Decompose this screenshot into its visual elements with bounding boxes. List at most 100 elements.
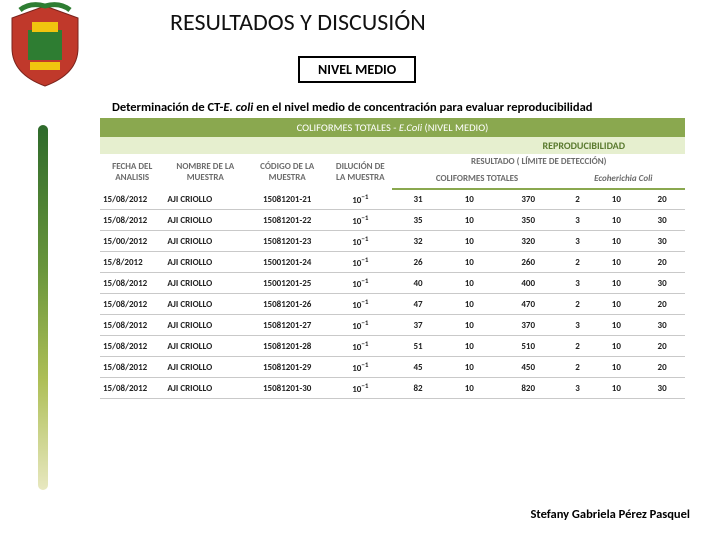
cell: 10−1 xyxy=(328,357,392,378)
cell: 45 xyxy=(392,357,443,378)
table-row: 15/08/2012AJI CRIOLLO15081201-2910−14510… xyxy=(100,357,685,378)
cell: 2 xyxy=(562,357,594,378)
cell: 31 xyxy=(392,189,443,210)
cell: 30 xyxy=(639,210,685,231)
cell: 370 xyxy=(495,189,562,210)
table-row: 15/08/2012AJI CRIOLLO15081201-2810−15110… xyxy=(100,336,685,357)
cell: 10 xyxy=(593,315,639,336)
cell: 15081201-29 xyxy=(246,357,328,378)
cell: 26 xyxy=(392,252,443,273)
cell: 82 xyxy=(392,378,443,399)
cell: 10 xyxy=(444,231,495,252)
cell: 47 xyxy=(392,294,443,315)
cell: 51 xyxy=(392,336,443,357)
level-box: NIVEL MEDIO xyxy=(298,56,416,83)
cell: 260 xyxy=(495,252,562,273)
cell: 3 xyxy=(562,378,594,399)
cell: 15/08/2012 xyxy=(100,336,164,357)
cell: 15081201-23 xyxy=(246,231,328,252)
cell: 15/08/2012 xyxy=(100,210,164,231)
cell: 10 xyxy=(444,378,495,399)
cell: 350 xyxy=(495,210,562,231)
data-table: FECHA DEL ANALISIS NOMBRE DE LA MUESTRA … xyxy=(100,154,685,399)
cell: 15/00/2012 xyxy=(100,231,164,252)
cell: 2 xyxy=(562,189,594,210)
cell: 15/08/2012 xyxy=(100,315,164,336)
decorative-stripe xyxy=(38,125,48,490)
cell: 3 xyxy=(562,231,594,252)
cell: 10−1 xyxy=(328,336,392,357)
cell: 30 xyxy=(639,315,685,336)
cell: 15081201-22 xyxy=(246,210,328,231)
cell: 10 xyxy=(444,210,495,231)
col-fecha: FECHA DEL ANALISIS xyxy=(100,154,164,189)
cell: 40 xyxy=(392,273,443,294)
cell: AJI CRIOLLO xyxy=(164,210,246,231)
table-row: 15/00/2012AJI CRIOLLO15081201-2310−13210… xyxy=(100,231,685,252)
cell: 450 xyxy=(495,357,562,378)
cell: 20 xyxy=(639,252,685,273)
cell: 30 xyxy=(639,273,685,294)
cell: 470 xyxy=(495,294,562,315)
cell: 10 xyxy=(444,273,495,294)
cell: 10 xyxy=(444,189,495,210)
cell: 10 xyxy=(593,273,639,294)
cell: 10−1 xyxy=(328,273,392,294)
crest-logo xyxy=(0,0,90,90)
col-dilucion: DILUCIÓN DE LA MUESTRA xyxy=(328,154,392,189)
cell: AJI CRIOLLO xyxy=(164,336,246,357)
cell: 3 xyxy=(562,210,594,231)
cell: 3 xyxy=(562,315,594,336)
cell: 15/08/2012 xyxy=(100,357,164,378)
subtitle-italic: E. coli xyxy=(223,100,253,115)
cell: 37 xyxy=(392,315,443,336)
cell: 10−1 xyxy=(328,231,392,252)
table-subtitle-band: REPRODUCIBILIDAD xyxy=(100,137,685,154)
cell: 15/08/2012 xyxy=(100,189,164,210)
col-codigo: CÓDIGO DE LA MUESTRA xyxy=(246,154,328,189)
cell: 10 xyxy=(444,315,495,336)
cell: 20 xyxy=(639,189,685,210)
band1-post: (NIVEL MEDIO) xyxy=(422,121,488,134)
cell: 400 xyxy=(495,273,562,294)
cell: 10 xyxy=(444,336,495,357)
subtitle-post: en el nivel medio de concentración para … xyxy=(253,100,592,115)
cell: 15081201-26 xyxy=(246,294,328,315)
cell: 10 xyxy=(444,357,495,378)
cell: 370 xyxy=(495,315,562,336)
table-row: 15/08/2012AJI CRIOLLO15081201-2210−13510… xyxy=(100,210,685,231)
cell: AJI CRIOLLO xyxy=(164,357,246,378)
subtitle-pre: Determinación de CT- xyxy=(112,100,223,115)
cell: AJI CRIOLLO xyxy=(164,252,246,273)
cell: 10 xyxy=(593,252,639,273)
cell: 35 xyxy=(392,210,443,231)
col-nombre: NOMBRE DE LA MUESTRA xyxy=(164,154,246,189)
page-title: RESULTADOS Y DISCUSIÓN xyxy=(170,8,426,37)
cell: 15081201-28 xyxy=(246,336,328,357)
table-row: 15/8/2012AJI CRIOLLO15001201-2410−126102… xyxy=(100,252,685,273)
table-row: 15/08/2012AJI CRIOLLO15001201-2510−14010… xyxy=(100,273,685,294)
cell: 10 xyxy=(593,210,639,231)
cell: 320 xyxy=(495,231,562,252)
cell: 20 xyxy=(639,336,685,357)
cell: 3 xyxy=(562,273,594,294)
footer-author: Stefany Gabriela Pérez Pasquel xyxy=(530,507,690,522)
cell: 2 xyxy=(562,336,594,357)
band1-italic: E.Coli xyxy=(399,121,422,134)
cell: 32 xyxy=(392,231,443,252)
cell: 10 xyxy=(444,252,495,273)
cell: 20 xyxy=(639,357,685,378)
cell: 20 xyxy=(639,294,685,315)
col-resultado: RESULTADO ( LÍMITE DE DETECCIÓN) xyxy=(392,154,685,169)
cell: 10 xyxy=(444,294,495,315)
cell: 10−1 xyxy=(328,210,392,231)
cell: 10 xyxy=(593,231,639,252)
table-container: COLIFORMES TOTALES - E.Coli (NIVEL MEDIO… xyxy=(100,118,685,399)
cell: AJI CRIOLLO xyxy=(164,294,246,315)
cell: 10−1 xyxy=(328,294,392,315)
cell: AJI CRIOLLO xyxy=(164,231,246,252)
cell: 2 xyxy=(562,252,594,273)
cell: 15081201-27 xyxy=(246,315,328,336)
cell: 10 xyxy=(593,294,639,315)
cell: 15081201-21 xyxy=(246,189,328,210)
